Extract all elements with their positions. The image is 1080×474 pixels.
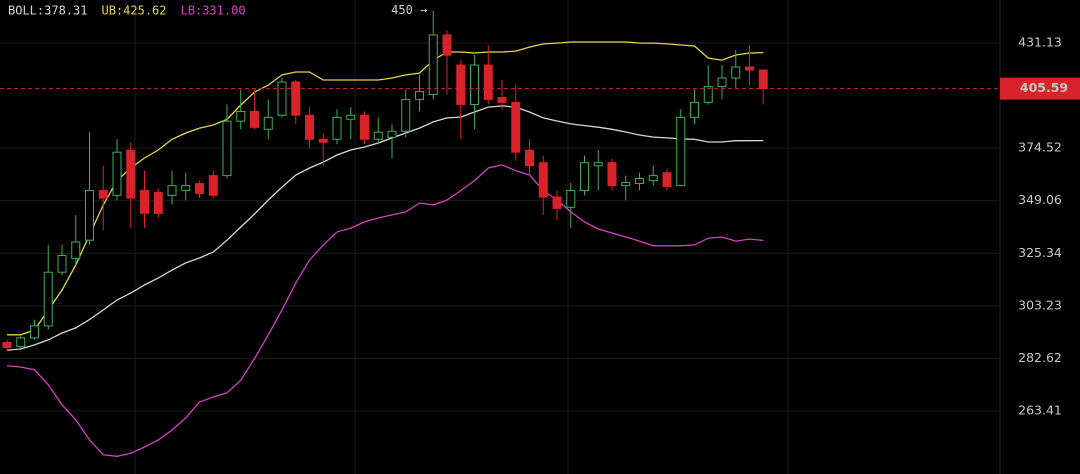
candle-body xyxy=(167,185,177,196)
y-tick-label: 431.13 xyxy=(1018,35,1062,50)
candle-body xyxy=(208,175,218,196)
band-line xyxy=(6,105,764,351)
candle-body xyxy=(415,91,424,100)
candle-body xyxy=(607,162,617,187)
candle-body xyxy=(2,342,12,348)
candle-body xyxy=(277,81,287,116)
band-line xyxy=(6,164,764,457)
candle-body xyxy=(71,241,81,259)
legend-entry: LB:331.00 xyxy=(181,4,246,18)
candle-body xyxy=(263,116,273,130)
candle-body xyxy=(690,101,699,118)
time-grid xyxy=(134,0,789,474)
candle-body xyxy=(387,130,397,138)
candle-body xyxy=(525,149,534,167)
legend-entry: BOLL:378.31 xyxy=(8,4,87,18)
candle-body xyxy=(85,189,94,241)
candle-body xyxy=(153,191,163,214)
y-tick-label: 325.34 xyxy=(1018,245,1062,260)
candle-body xyxy=(483,64,493,100)
candle-body xyxy=(635,178,644,185)
y-tick-label: 349.06 xyxy=(1018,192,1062,207)
candle-body xyxy=(552,196,562,209)
candle-body xyxy=(140,189,149,214)
candle-body xyxy=(16,337,26,348)
candle-body xyxy=(250,110,259,128)
candle-body xyxy=(112,151,122,196)
candle-body xyxy=(291,81,301,116)
candle-body xyxy=(30,325,39,339)
candle-body xyxy=(222,120,232,177)
candle-body xyxy=(731,66,741,79)
y-tick-label: 374.52 xyxy=(1018,140,1062,155)
y-tick-label: 303.23 xyxy=(1018,297,1062,312)
candle-body xyxy=(360,114,369,140)
candle-body xyxy=(57,254,67,273)
candle-body xyxy=(470,64,479,105)
candle-body xyxy=(511,101,521,153)
candle-body xyxy=(126,149,136,199)
candle-body xyxy=(373,131,383,140)
candle-body xyxy=(703,86,713,103)
candle-body xyxy=(676,116,686,187)
candle-body xyxy=(497,97,507,103)
candle-body xyxy=(593,162,603,167)
candle-body xyxy=(566,189,576,208)
candle-body xyxy=(428,34,438,96)
last-price-label: 405.59 xyxy=(1020,80,1068,95)
candle-body xyxy=(456,64,466,105)
candle-body xyxy=(43,271,53,327)
candle-body xyxy=(662,172,672,187)
candle-body xyxy=(305,114,314,140)
candle-body xyxy=(236,110,246,122)
annotation: 450 → xyxy=(391,3,427,17)
candle-body xyxy=(181,185,191,191)
candle-body xyxy=(758,69,768,90)
candle-body xyxy=(538,162,548,198)
y-tick-label: 282.62 xyxy=(1018,350,1062,365)
legend-entry: UB:425.62 xyxy=(101,4,166,18)
candle-body xyxy=(98,189,108,199)
candle-body xyxy=(745,66,754,71)
candle-body xyxy=(648,175,658,182)
candle-body xyxy=(621,181,631,187)
candle-body xyxy=(580,162,589,191)
last-price-tag xyxy=(1000,77,1080,100)
candle-body xyxy=(318,138,328,143)
candle-body xyxy=(442,34,452,56)
candle-body xyxy=(195,183,204,194)
candle-body xyxy=(346,114,356,120)
candle-body xyxy=(401,98,411,132)
candle-body xyxy=(717,77,727,88)
candle-body xyxy=(332,116,342,140)
y-tick-label: 263.41 xyxy=(1018,402,1062,417)
